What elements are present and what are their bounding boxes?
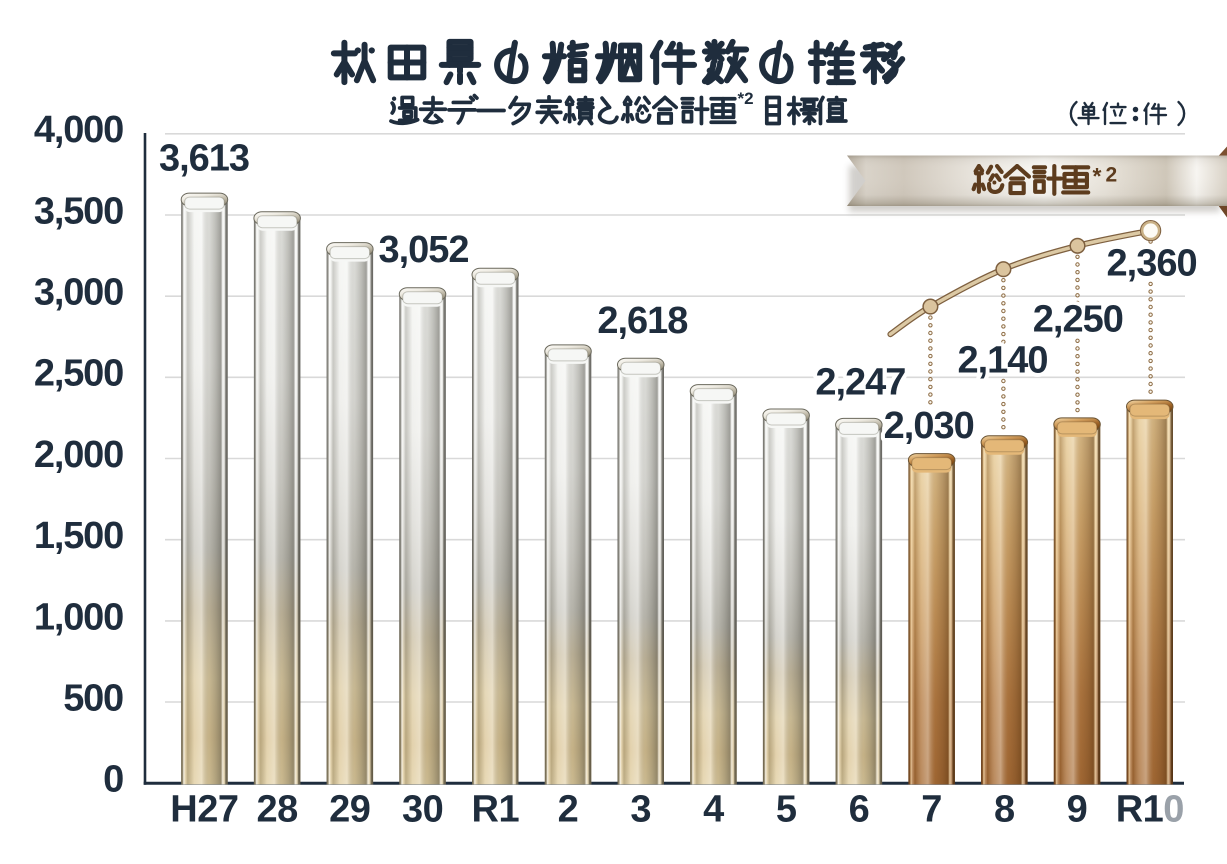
svg-text:2,030: 2,030 [884,405,974,447]
svg-text:29: 29 [329,789,370,831]
svg-text:2,000: 2,000 [34,434,123,476]
svg-text:4: 4 [703,789,724,831]
svg-text:2,247: 2,247 [815,361,905,403]
svg-text:3,052: 3,052 [378,229,468,271]
svg-text:2,360: 2,360 [1107,242,1197,284]
svg-text:2,250: 2,250 [1033,298,1123,340]
svg-text:500: 500 [63,677,123,719]
svg-text:3,500: 3,500 [34,190,123,232]
svg-text:H27: H27 [170,789,238,831]
svg-text:28: 28 [256,789,297,831]
svg-text:2,618: 2,618 [597,300,687,342]
svg-text:2,618: 2,618 [597,300,687,342]
svg-text:2: 2 [558,789,579,831]
svg-text:*2: *2 [738,89,754,108]
svg-text:2,247: 2,247 [815,361,905,403]
svg-text:*: * [1093,163,1102,189]
svg-text:2: 2 [1106,164,1118,187]
svg-text:6: 6 [849,789,870,831]
svg-text:1,500: 1,500 [34,515,123,557]
svg-text:0: 0 [103,759,123,801]
svg-text:R10: R10 [1116,789,1184,831]
svg-text:5: 5 [776,789,797,831]
svg-text:2,030: 2,030 [884,405,974,447]
svg-text:2,250: 2,250 [1033,298,1123,340]
svg-text:3,613: 3,613 [159,137,249,179]
svg-text:2,500: 2,500 [34,353,123,395]
svg-text:3: 3 [630,789,651,831]
svg-text:4,000: 4,000 [34,109,123,151]
svg-text:3,613: 3,613 [159,137,249,179]
svg-text:9: 9 [1067,789,1088,831]
svg-text:R1: R1 [472,789,520,831]
svg-text:1,000: 1,000 [34,596,123,638]
svg-text:7: 7 [921,789,942,831]
svg-text:3,052: 3,052 [378,229,468,271]
svg-text:2,360: 2,360 [1107,242,1197,284]
svg-text:30: 30 [402,789,443,831]
svg-text:8: 8 [994,789,1015,831]
svg-text:2,140: 2,140 [957,339,1047,381]
svg-text:2,140: 2,140 [957,339,1047,381]
svg-text:3,000: 3,000 [34,272,123,314]
